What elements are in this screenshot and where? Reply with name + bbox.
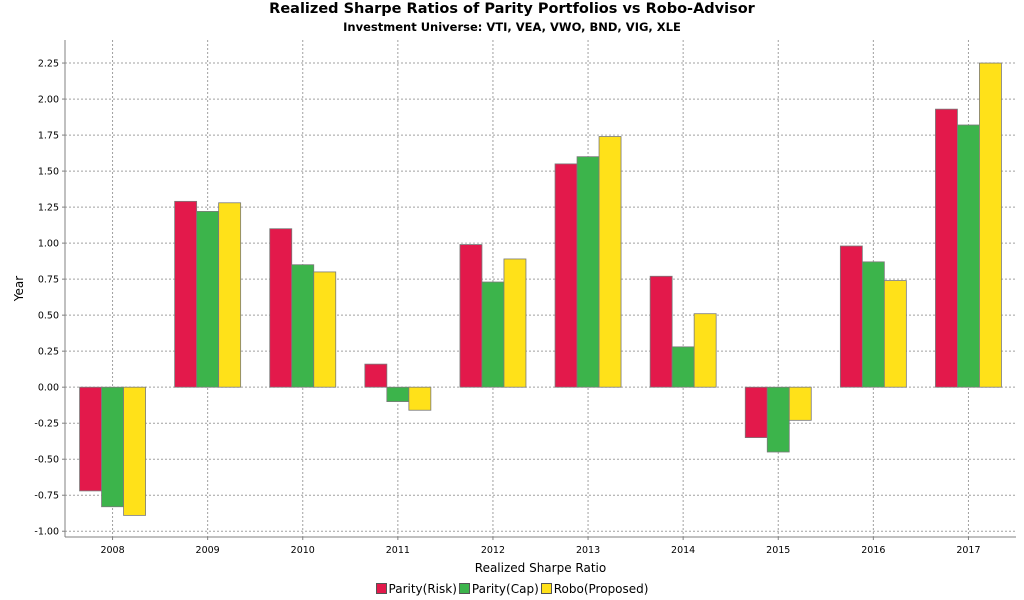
x-tick-label: 2013	[576, 545, 600, 556]
bar-Parity(Risk)	[935, 108, 958, 388]
bar-Parity(Risk)	[839, 245, 863, 388]
legend-label: Parity(Risk)	[388, 582, 457, 596]
y-tick-label: 2.25	[38, 59, 59, 70]
y-axis-title: Year	[12, 276, 26, 302]
y-tick-label: -0.25	[34, 419, 59, 430]
x-tick-label: 2016	[861, 545, 885, 556]
bar-Parity(Risk)	[174, 200, 198, 388]
x-tick-label: 2017	[956, 545, 980, 556]
legend-label: Robo(Proposed)	[553, 582, 649, 596]
x-tick-label: 2010	[291, 545, 315, 556]
bar-Robo(Proposed)	[979, 62, 1002, 388]
legend-swatch	[458, 583, 470, 594]
bar-Parity(Risk)	[744, 386, 768, 439]
x-tick-label: 2015	[766, 545, 790, 556]
y-tick-label: 0.25	[38, 347, 59, 358]
bar-Parity(Risk)	[459, 244, 483, 388]
y-tick-label: -0.75	[34, 491, 59, 502]
y-tick-label: 0.75	[38, 275, 59, 286]
chart-title: Realized Sharpe Ratios of Parity Portfol…	[269, 1, 755, 17]
bar-Parity(Risk)	[79, 386, 102, 492]
legend-item: Robo(Proposed)	[540, 582, 649, 596]
bar-Robo(Proposed)	[693, 313, 717, 388]
bar-Parity(Cap)	[576, 156, 600, 388]
legend-swatch	[540, 583, 552, 594]
chart-subtitle: Investment Universe: VTI, VEA, VWO, BND,…	[343, 20, 681, 34]
x-tick-label: 2011	[386, 545, 410, 556]
bar-Parity(Risk)	[554, 163, 578, 388]
legend-swatch	[375, 583, 387, 594]
y-tick-label: 1.25	[38, 203, 59, 214]
bar-Parity(Cap)	[481, 281, 505, 388]
bar-Parity(Cap)	[861, 261, 885, 388]
y-tick-label: 1.00	[38, 239, 59, 250]
bar-Parity(Cap)	[671, 346, 695, 388]
bar-Parity(Cap)	[101, 386, 124, 508]
bar-Robo(Proposed)	[218, 202, 242, 388]
x-tick-label: 2008	[100, 545, 124, 556]
bar-Robo(Proposed)	[883, 280, 907, 388]
y-tick-label: -0.50	[34, 455, 59, 466]
bar-Parity(Cap)	[386, 386, 410, 402]
bar-Parity(Risk)	[649, 275, 673, 388]
legend-label: Parity(Cap)	[471, 582, 539, 596]
bar-Robo(Proposed)	[313, 271, 337, 388]
bar-Parity(Risk)	[269, 228, 293, 388]
bar-Parity(Risk)	[364, 363, 388, 388]
y-tick-label: 2.00	[38, 95, 59, 106]
y-tick-label: 1.50	[38, 167, 59, 178]
bar-Robo(Proposed)	[598, 136, 622, 388]
x-tick-label: 2009	[196, 545, 220, 556]
bar-Robo(Proposed)	[503, 258, 527, 388]
x-axis-title: Realized Sharpe Ratio	[475, 561, 606, 575]
bar-Parity(Cap)	[766, 386, 790, 453]
bar-Parity(Cap)	[957, 124, 980, 388]
y-tick-label: 0.50	[38, 311, 59, 322]
x-tick-label: 2014	[671, 545, 695, 556]
bar-Robo(Proposed)	[123, 386, 146, 516]
y-tick-label: 1.75	[38, 131, 59, 142]
legend-item: Parity(Risk)	[375, 582, 457, 596]
legend-item: Parity(Cap)	[458, 582, 539, 596]
bar-Robo(Proposed)	[788, 386, 812, 421]
y-tick-label: 0.00	[38, 383, 59, 394]
legend: Parity(Risk) Parity(Cap) Robo(Proposed)	[0, 582, 1024, 596]
x-tick-label: 2012	[481, 545, 505, 556]
bar-Parity(Cap)	[196, 211, 220, 388]
y-tick-label: -1.00	[34, 527, 59, 538]
bar-Parity(Cap)	[291, 264, 315, 388]
plot-area: -1.00 -0.75 -0.50 -0.25 0.00 0.25 0.50 0.75 1.00…	[12, 40, 1016, 575]
bar-Robo(Proposed)	[408, 386, 432, 411]
